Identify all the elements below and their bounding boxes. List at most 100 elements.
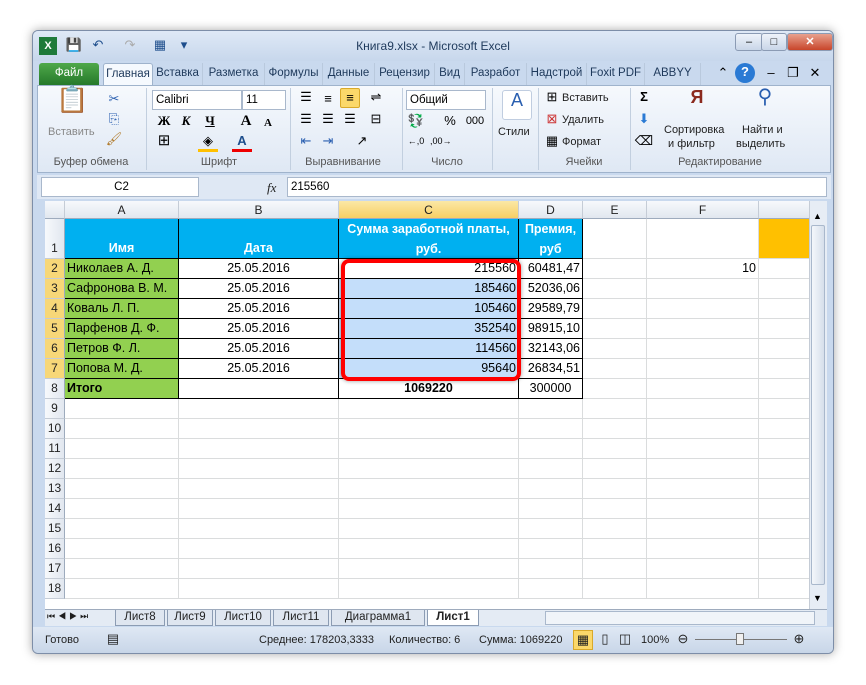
cell[interactable] — [519, 399, 583, 419]
paste-icon[interactable]: 📋 — [56, 84, 89, 114]
sheet-tab[interactable]: Лист11 — [273, 610, 329, 626]
cell[interactable] — [583, 559, 647, 579]
cell[interactable] — [647, 339, 759, 359]
cell[interactable] — [65, 459, 179, 479]
row-header[interactable]: 7 — [45, 359, 65, 379]
cell[interactable] — [583, 499, 647, 519]
header-name[interactable]: Имя — [65, 219, 179, 259]
font-size-select[interactable]: 11 — [242, 90, 286, 110]
cell[interactable] — [759, 419, 809, 439]
cell[interactable] — [519, 559, 583, 579]
undo-icon[interactable]: ↶ — [92, 37, 104, 52]
decrease-indent-icon[interactable]: ⇤ — [300, 133, 312, 148]
cell[interactable] — [583, 279, 647, 299]
select-all-button[interactable] — [45, 201, 65, 219]
sort-filter-icon[interactable]: Я — [690, 87, 704, 107]
row-header[interactable]: 10 — [45, 419, 65, 439]
cell[interactable] — [583, 259, 647, 279]
cell[interactable] — [759, 559, 809, 579]
cell[interactable] — [519, 539, 583, 559]
cell-bonus[interactable]: 26834,51 — [519, 359, 583, 379]
cell[interactable] — [647, 359, 759, 379]
close-button[interactable]: ✕ — [787, 33, 833, 51]
cell-salary[interactable]: 114560 — [339, 339, 519, 359]
sheet-tab[interactable]: Лист10 — [215, 610, 271, 626]
cell[interactable] — [759, 319, 809, 339]
worksheet-grid[interactable]: A B C D E F 1 2 3 4 5 6 7 8 9 10 11 12 13 14 15 16 17 18 … — [45, 201, 809, 609]
cell[interactable] — [339, 479, 519, 499]
cell[interactable] — [759, 259, 809, 279]
cell-bonus[interactable]: 98915,10 — [519, 319, 583, 339]
tab-home[interactable]: Главная — [103, 63, 153, 85]
wrap-text-icon[interactable]: ⇌ — [370, 89, 382, 104]
cell-total-salary[interactable]: 1069220 — [339, 379, 519, 399]
cell-date[interactable]: 25.05.2016 — [179, 359, 339, 379]
copy-icon[interactable]: ⎘ — [108, 111, 120, 126]
row-header[interactable]: 8 — [45, 379, 65, 399]
cell[interactable] — [583, 539, 647, 559]
cell[interactable] — [179, 459, 339, 479]
cell-total-label[interactable]: Итого — [65, 379, 179, 399]
cell[interactable] — [759, 399, 809, 419]
formula-input[interactable]: 215560 — [287, 177, 827, 197]
cell[interactable] — [647, 479, 759, 499]
tab-data[interactable]: Данные — [323, 63, 375, 85]
cell[interactable] — [179, 439, 339, 459]
column-header-e[interactable]: E — [583, 201, 647, 219]
scroll-up-icon[interactable]: ▲ — [813, 211, 822, 221]
cell[interactable] — [759, 439, 809, 459]
cell[interactable] — [65, 499, 179, 519]
find-select-line2[interactable]: выделить — [736, 138, 786, 150]
tab-abbyy[interactable]: ABBYY PD — [645, 63, 701, 99]
cell[interactable] — [583, 399, 647, 419]
number-format-select[interactable]: Общий — [406, 90, 486, 110]
cell[interactable] — [339, 519, 519, 539]
cell[interactable] — [647, 519, 759, 539]
cell[interactable] — [759, 479, 809, 499]
cell-name[interactable]: Попова М. Д. — [65, 359, 179, 379]
cell-total-bonus[interactable]: 300000 — [519, 379, 583, 399]
row-header[interactable]: 18 — [45, 579, 65, 599]
row-header[interactable]: 9 — [45, 399, 65, 419]
tab-insert[interactable]: Вставка — [153, 63, 203, 85]
workbook-close-icon[interactable]: ✕ — [809, 65, 821, 80]
currency-icon[interactable]: 💱 — [407, 113, 425, 128]
save-icon[interactable]: 💾 — [65, 37, 83, 52]
maximize-button[interactable]: □ — [761, 33, 787, 51]
cell[interactable] — [65, 419, 179, 439]
normal-view-icon[interactable]: ▦ — [573, 630, 593, 650]
cell[interactable] — [647, 419, 759, 439]
row-header[interactable]: 5 — [45, 319, 65, 339]
cell[interactable] — [179, 539, 339, 559]
cell[interactable] — [179, 579, 339, 599]
cell[interactable] — [179, 519, 339, 539]
sheet-nav-icons[interactable]: ⏮◀▶⏭ — [47, 611, 92, 621]
cell[interactable] — [647, 399, 759, 419]
vertical-scroll-thumb[interactable] — [811, 225, 825, 585]
cell[interactable] — [519, 579, 583, 599]
fill-color-icon[interactable]: ◈ — [198, 132, 218, 152]
cell[interactable] — [647, 499, 759, 519]
thousands-button[interactable]: 000 — [465, 115, 485, 127]
column-header-f[interactable]: F — [647, 201, 759, 219]
tab-review[interactable]: Рецензир — [375, 63, 435, 85]
bold-button[interactable]: Ж — [157, 113, 171, 128]
align-bottom-icon[interactable]: ≡ — [340, 88, 360, 108]
cell-name[interactable]: Петров Ф. Л. — [65, 339, 179, 359]
header-salary[interactable]: Сумма заработной платы, руб. — [339, 219, 519, 259]
merge-center-icon[interactable]: ⊟ — [370, 111, 382, 126]
tab-developer[interactable]: Разработ — [465, 63, 527, 85]
row-header[interactable]: 2 — [45, 259, 65, 279]
cell[interactable] — [179, 559, 339, 579]
cell[interactable] — [759, 359, 809, 379]
insert-cells-button[interactable]: Вставить — [562, 92, 609, 104]
cell[interactable] — [647, 539, 759, 559]
row-header[interactable]: 11 — [45, 439, 65, 459]
find-select-line1[interactable]: Найти и — [742, 124, 783, 136]
styles-icon[interactable]: A — [502, 90, 532, 120]
cell[interactable] — [65, 539, 179, 559]
cell[interactable] — [647, 459, 759, 479]
column-header-a[interactable]: A — [65, 201, 179, 219]
sheet-tab[interactable]: Лист1 — [427, 610, 479, 626]
cell[interactable] — [179, 419, 339, 439]
